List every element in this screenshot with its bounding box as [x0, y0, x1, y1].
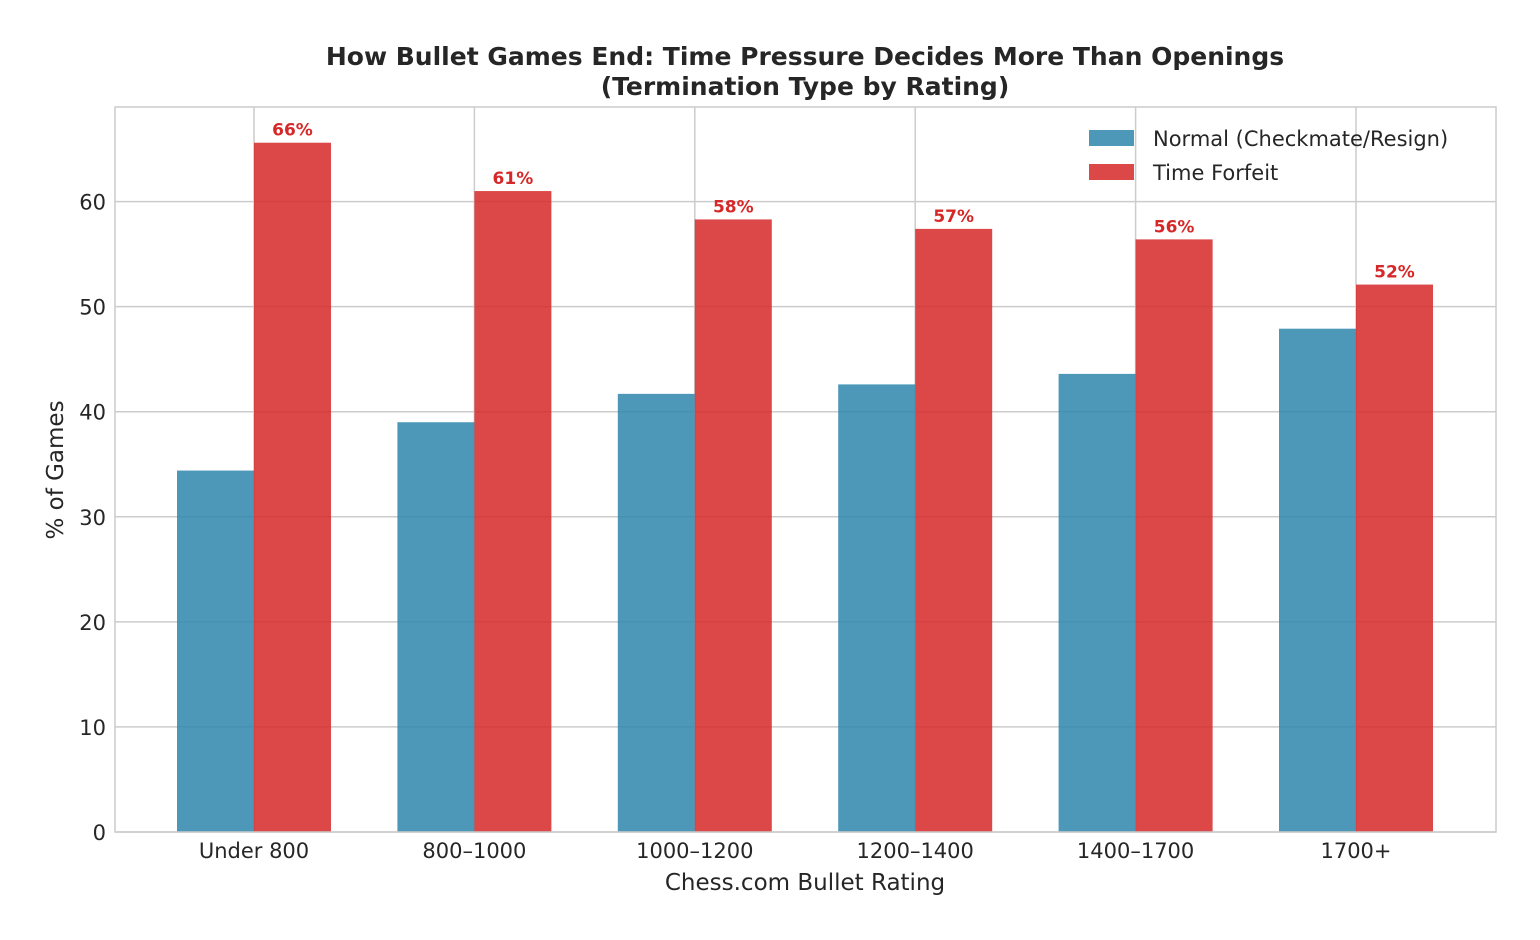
bar-time-forfeit-5 — [1356, 284, 1433, 832]
bar-normal-2 — [617, 393, 695, 832]
bar-time-forfeit-3 — [915, 228, 993, 833]
x-tick-label-3: 1200–1400 — [857, 839, 974, 863]
legend-swatch-time-forfeit — [1089, 164, 1134, 180]
bar-normal-1 — [397, 422, 475, 832]
legend-label-normal: Normal (Checkmate/Resign) — [1153, 127, 1448, 151]
y-axis-label: % of Games — [43, 400, 69, 539]
y-tick-label-40: 40 — [79, 401, 106, 425]
y-tick-labels: 0 10 20 30 40 50 60 — [79, 191, 106, 845]
bars — [177, 142, 1433, 833]
legend-swatch-normal — [1089, 130, 1134, 146]
data-label-time-forfeit-1: 61% — [493, 169, 534, 189]
data-label-time-forfeit-3: 57% — [933, 207, 974, 227]
y-tick-label-30: 30 — [79, 506, 106, 530]
bar-time-forfeit-0 — [254, 142, 331, 833]
bar-time-forfeit-4 — [1135, 239, 1213, 833]
y-tick-label-0: 0 — [93, 821, 106, 845]
x-tick-label-4: 1400–1700 — [1077, 839, 1194, 863]
bar-time-forfeit-2 — [694, 219, 772, 832]
x-axis-label: Chess.com Bullet Rating — [665, 870, 945, 896]
y-tick-label-20: 20 — [79, 611, 106, 635]
legend: Normal (Checkmate/Resign) Time Forfeit — [1089, 127, 1448, 185]
x-tick-label-0: Under 800 — [199, 839, 309, 863]
bar-normal-0 — [177, 470, 254, 832]
data-label-time-forfeit-2: 58% — [713, 197, 754, 217]
bar-normal-3 — [838, 384, 916, 832]
x-tick-label-5: 1700+ — [1320, 839, 1391, 863]
chart-title-line2: (Termination Type by Rating) — [601, 72, 1010, 101]
bar-normal-5 — [1279, 328, 1356, 832]
x-tick-label-1: 800–1000 — [422, 839, 526, 863]
y-tick-label-60: 60 — [79, 191, 106, 215]
y-tick-label-50: 50 — [79, 296, 106, 320]
plot-frame — [114, 106, 1497, 833]
data-label-time-forfeit-0: 66% — [272, 121, 313, 141]
data-labels: 66% 61% 58% 57% 56% 52% — [272, 121, 1415, 283]
bar-normal-4 — [1058, 373, 1136, 832]
y-tick-label-10: 10 — [79, 716, 106, 740]
x-tick-label-2: 1000–1200 — [636, 839, 753, 863]
x-tick-labels: Under 800 800–1000 1000–1200 1200–1400 1400–… — [199, 839, 1392, 863]
chart-title-line1: How Bullet Games End: Time Pressure Deci… — [326, 42, 1284, 71]
data-label-time-forfeit-4: 56% — [1154, 217, 1195, 237]
bar-time-forfeit-1 — [474, 191, 552, 832]
data-label-time-forfeit-5: 52% — [1374, 263, 1415, 283]
legend-label-time-forfeit: Time Forfeit — [1152, 161, 1278, 185]
